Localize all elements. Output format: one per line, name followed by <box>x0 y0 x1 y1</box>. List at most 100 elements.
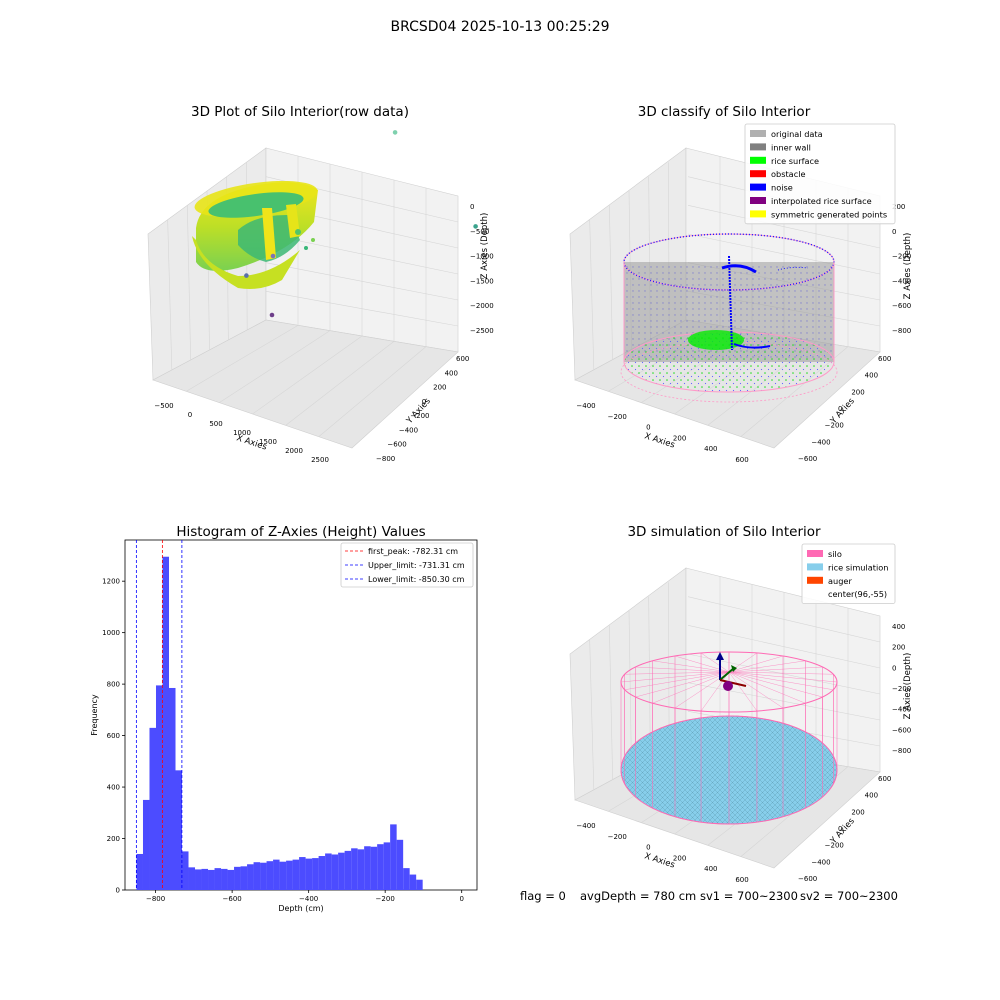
sim-zlabel: Z Axies (Depth) <box>903 653 913 720</box>
raw-zlabel: Z Axies (Depth) <box>480 213 490 280</box>
x-tick-label: 600 <box>735 876 748 884</box>
histogram-bar <box>208 869 215 890</box>
x-tick-label: 0 <box>646 844 650 852</box>
y-tick-label: 1000 <box>102 629 120 637</box>
histogram-bar <box>188 867 196 890</box>
sim-auger <box>716 652 747 691</box>
silo-roof-wire <box>652 671 730 704</box>
z-tick-label: −200 <box>892 253 911 261</box>
panel-sim-title: 3D simulation of Silo Interior <box>627 524 821 540</box>
silo-roof-wire <box>728 655 784 673</box>
hist-title: Histogram of Z-Axies (Height) Values <box>176 524 425 540</box>
y-tick-label: 600 <box>456 355 469 363</box>
x-tick-label: −800 <box>146 895 165 903</box>
silo-roof-wire <box>728 671 834 691</box>
outlier-point <box>392 130 398 135</box>
z-tick-label: −400 <box>892 277 911 285</box>
x-tick-label: 400 <box>704 865 717 873</box>
y-tick-label: −800 <box>376 455 395 463</box>
footer-sv1: sv1 = 700~2300 <box>700 889 798 903</box>
x-tick-label: −400 <box>299 895 318 903</box>
figure-suptitle: BRCSD04 2025-10-13 00:25:29 <box>390 19 609 35</box>
histogram-bar <box>214 868 222 890</box>
raw-ring <box>192 180 318 289</box>
footer-flag: flag = 0 <box>520 889 566 903</box>
hist-legend: first_peak: -782.31 cm Upper_limit: -731.… <box>340 542 474 588</box>
histogram-bar <box>155 685 163 890</box>
silo-roof-wire <box>728 671 823 698</box>
histogram-bar <box>149 727 156 890</box>
y-tick-label: −400 <box>811 438 830 446</box>
histogram-bar <box>292 859 300 890</box>
histogram-bar <box>227 869 235 890</box>
histogram-bar <box>234 866 241 890</box>
y-tick-label: 400 <box>107 784 120 792</box>
silo-bottom-ring <box>620 715 838 825</box>
histogram-bar <box>299 857 306 890</box>
gridline <box>628 610 632 771</box>
y-tick-label: −200 <box>825 422 844 430</box>
y-tick-label: −400 <box>811 858 830 866</box>
histogram-bar <box>364 846 371 890</box>
x-tick-label: 0 <box>646 424 650 432</box>
histogram-bar <box>279 861 287 890</box>
legend-label: rice simulation <box>828 562 888 572</box>
z-tick-label: −800 <box>892 327 911 335</box>
silo-roof-wire <box>728 671 834 675</box>
gridline <box>186 325 299 392</box>
z-tick-label: 0 <box>470 203 474 211</box>
sim-xlabel: X Axies <box>643 851 676 870</box>
silo-roof-wire <box>728 666 823 673</box>
silo-roof-wire <box>728 660 806 673</box>
y-tick-label: 400 <box>865 792 878 800</box>
x-tick-label: 0 <box>459 895 463 903</box>
x-tick-label: 0 <box>188 411 192 419</box>
x-tick-label: 1500 <box>259 438 277 446</box>
silo-roof-wire <box>635 671 730 698</box>
legend-swatch <box>807 576 823 584</box>
histogram-bar <box>305 858 313 890</box>
panel-raw-data: 3D Plot of Silo Interior(row data) −500 0… <box>147 104 494 464</box>
histogram-bar <box>195 869 202 890</box>
x-tick-label: −400 <box>576 822 595 830</box>
x-tick-label: 2500 <box>311 456 329 464</box>
hist-reference-lines <box>135 540 183 890</box>
legend-swatch <box>807 550 823 557</box>
y-tick-label: 600 <box>878 355 891 363</box>
histogram-bar <box>273 859 280 890</box>
silo-roof-wire <box>652 660 730 673</box>
legend-frame <box>340 542 474 588</box>
z-tick-label: 400 <box>892 623 905 631</box>
histogram-bar <box>247 864 254 890</box>
hist-bars <box>136 556 423 890</box>
sim-silo <box>620 651 838 825</box>
legend-label: rice surface <box>771 156 819 166</box>
legend-swatch <box>750 130 766 137</box>
gridline <box>589 219 595 371</box>
z-tick-label: −800 <box>892 747 911 755</box>
panel-classify-title: 3D classify of Silo Interior <box>638 104 811 120</box>
silo-roof-wire <box>700 671 730 712</box>
histogram-bar <box>325 853 332 890</box>
x-tick-label: 600 <box>735 456 748 464</box>
z-tick-label: −500 <box>470 228 489 236</box>
gridline <box>668 582 670 751</box>
legend-label: original data <box>771 129 823 139</box>
panel-raw-title: 3D Plot of Silo Interior(row data) <box>191 104 409 120</box>
y-tick-label: −400 <box>399 426 418 434</box>
gridline <box>589 639 595 791</box>
gridline <box>219 330 331 403</box>
histogram-bar <box>377 844 384 890</box>
legend-swatch <box>750 210 766 218</box>
x-tick-label: −200 <box>608 413 627 421</box>
legend-label: Upper_limit: -731.31 cm <box>368 561 465 570</box>
histogram-bar <box>383 842 391 890</box>
y-tick-label: −600 <box>798 455 817 463</box>
x-tick-label: −200 <box>376 895 395 903</box>
silo-roof-wire <box>624 671 730 691</box>
y-tick-label: −200 <box>825 842 844 850</box>
histogram-bar <box>221 868 228 890</box>
raw-outliers <box>244 130 478 318</box>
histogram-bar <box>390 824 397 890</box>
silo-roof-wire <box>635 666 730 673</box>
